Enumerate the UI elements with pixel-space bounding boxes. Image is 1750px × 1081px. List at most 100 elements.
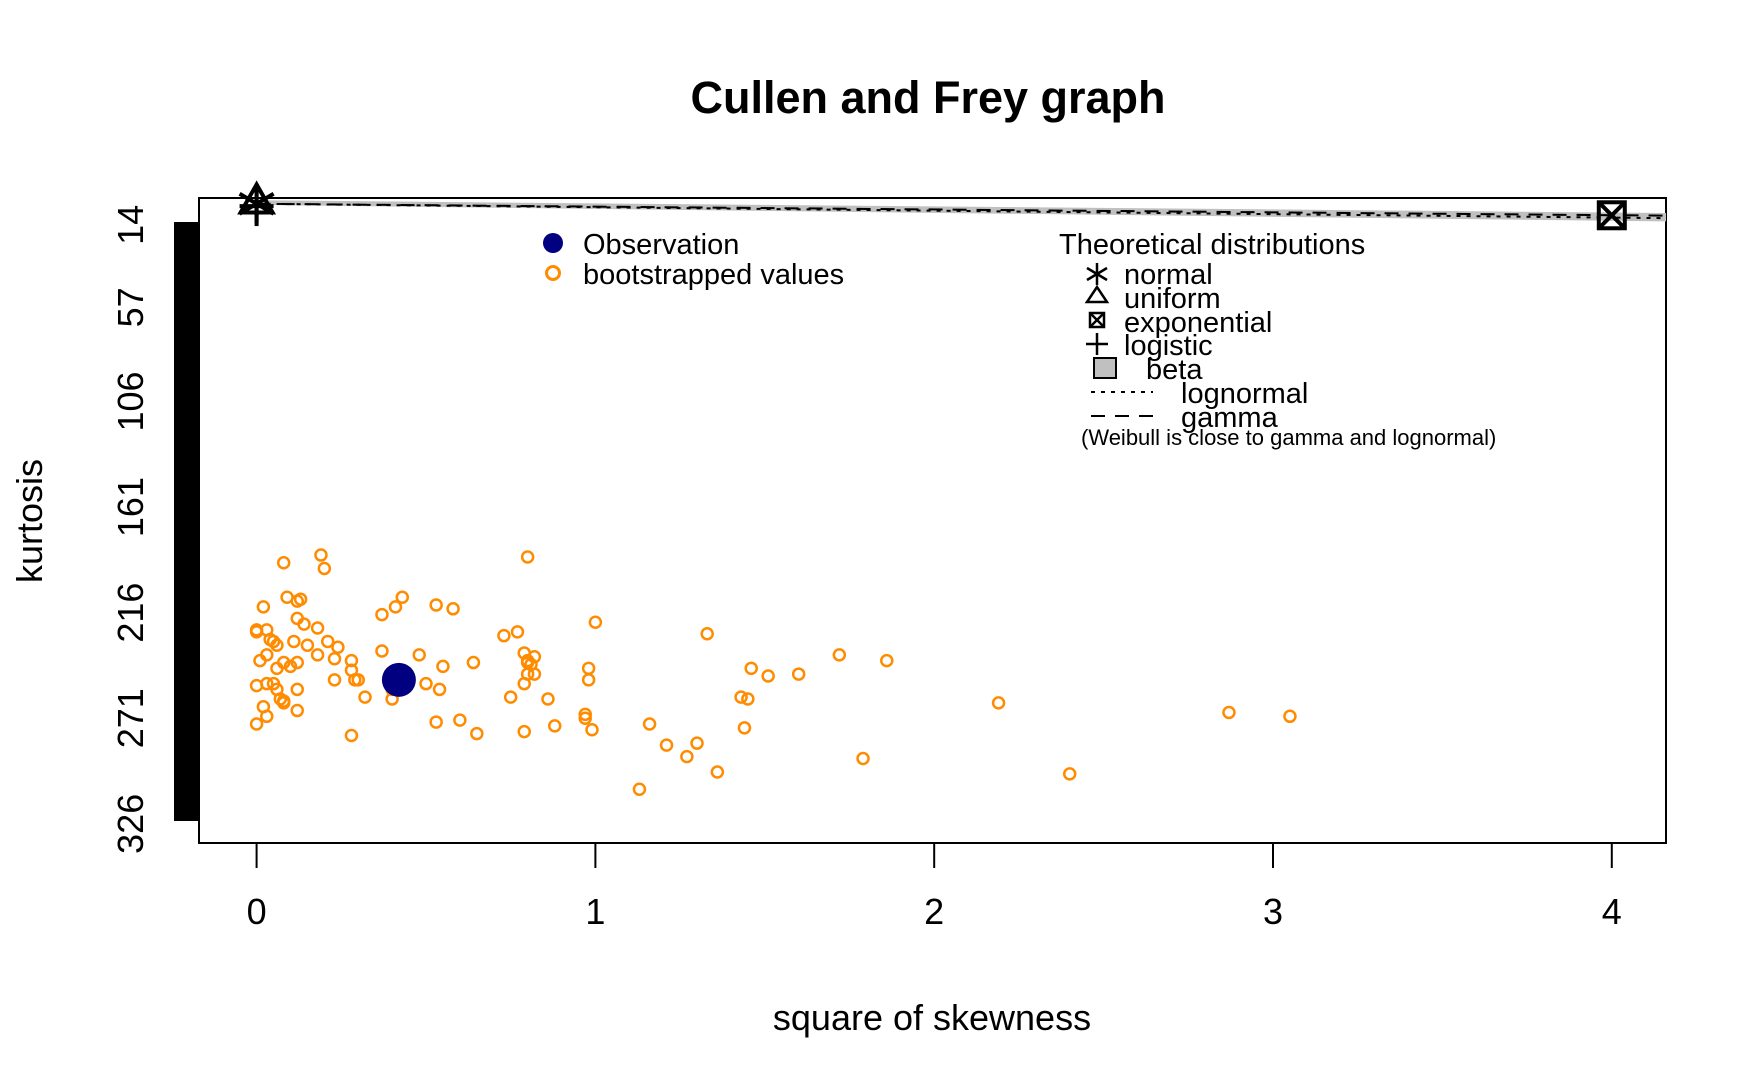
- bootstrap-point: [744, 661, 758, 676]
- y-tick-label: 161: [110, 477, 151, 537]
- bootstrap-point: [327, 673, 342, 687]
- y-tick-label: 14: [110, 205, 151, 245]
- bootstrap-point: [270, 638, 284, 653]
- bootstrap-point: [632, 782, 647, 796]
- legend-title: Theoretical distributions: [1059, 229, 1365, 261]
- bootstrap-point: [585, 722, 599, 737]
- bootstrap-point: [375, 644, 389, 658]
- bootstrap-point: [690, 736, 704, 750]
- bootstrap-point: [287, 634, 301, 649]
- bootstrap-point: [520, 550, 535, 564]
- bootstrap-point: [497, 628, 511, 643]
- bootstrap-point: [388, 600, 403, 614]
- y-tick-label: 326: [110, 794, 151, 854]
- bootstrap-point: [466, 655, 481, 670]
- bootstrap-point: [880, 653, 894, 668]
- bootstrap-point: [290, 682, 305, 697]
- bootstrap-point: [358, 690, 372, 704]
- bootstrap-point: [249, 625, 264, 639]
- bootstrap-point: [503, 690, 518, 704]
- bootstrap-point: [700, 627, 714, 641]
- bootstrap-point: [256, 600, 271, 614]
- bootstrap-point: [741, 692, 755, 706]
- bootstrap-point: [276, 555, 291, 570]
- y-tick-label: 57: [110, 287, 151, 327]
- bootstrap-point: [547, 719, 562, 733]
- y-axis-label: kurtosis: [9, 459, 50, 583]
- bootstrap-point: [791, 667, 806, 681]
- plot-frame: [198, 197, 1667, 844]
- bootstrap-point: [453, 713, 467, 727]
- bootstrap-point: [249, 717, 264, 731]
- bootstrap-point: [588, 615, 603, 629]
- legend-note: (Weibull is close to gamma and lognormal…: [1081, 425, 1496, 450]
- bootstrap-point: [446, 602, 460, 616]
- bootstrap-point: [578, 711, 592, 725]
- bootstrap-point: [297, 617, 311, 631]
- bootstrap-point: [581, 673, 596, 687]
- bootstrap-point: [253, 653, 267, 668]
- legend-label-uniform: uniform: [1124, 283, 1221, 315]
- bootstrap-point: [737, 721, 752, 735]
- x-tick-label: 1: [585, 891, 605, 932]
- triangle-icon: [1084, 284, 1110, 304]
- y-tick-label: 106: [110, 371, 151, 431]
- legend-label-beta: beta: [1146, 354, 1203, 386]
- chart-title: Cullen and Frey graph: [690, 72, 1165, 123]
- x-tick-label: 3: [1263, 891, 1283, 932]
- bootstrap-point: [293, 592, 308, 606]
- bootstrap-point: [314, 548, 328, 562]
- y-tick-label: 216: [110, 583, 151, 643]
- bootstrap-point: [710, 765, 725, 779]
- legend-label-lognormal: lognormal: [1181, 378, 1308, 410]
- exponential-marker-box: [1596, 200, 1627, 231]
- bootstrap-point: [331, 640, 345, 654]
- bootstrap-point: [317, 561, 332, 576]
- x-tick-label: 2: [924, 891, 944, 932]
- bootstrap-point: [256, 699, 271, 714]
- bootstrap-point: [761, 669, 775, 683]
- bootstrap-point: [290, 655, 305, 670]
- bootstrap-legend-marker: [545, 265, 561, 281]
- legend-label-observation: Observation: [583, 229, 739, 261]
- bootstrap-point: [429, 598, 443, 612]
- bootstrap-point: [470, 726, 484, 741]
- bootstrap-point: [320, 634, 335, 649]
- x-tick-label: 0: [247, 891, 267, 932]
- beta-region: [256, 200, 1667, 222]
- bootstrap-point: [659, 738, 674, 752]
- legend-label-logistic: logistic: [1124, 330, 1213, 362]
- bootstrap-point: [327, 651, 342, 666]
- bootstrap-point: [734, 690, 748, 704]
- bootstrap-point: [832, 648, 847, 662]
- boxed-x-icon: [1088, 311, 1106, 329]
- kurtosis-rug-bar: [174, 222, 200, 821]
- bootstrap-point: [1222, 705, 1236, 720]
- observation-legend-marker: [543, 233, 563, 253]
- legend-label-gamma: gamma: [1181, 402, 1279, 434]
- gamma-line: [256, 202, 1667, 217]
- legend-label-exponential: exponential: [1124, 307, 1272, 339]
- bootstrap-point: [856, 751, 870, 766]
- bootstrap-point: [527, 667, 542, 681]
- gray-square-icon: [1093, 357, 1117, 379]
- legend-label-normal: normal: [1124, 259, 1213, 291]
- bootstrap-point: [541, 692, 555, 706]
- bootstrap-point: [1062, 767, 1077, 781]
- bootstrap-point: [290, 703, 305, 718]
- logistic-marker: [239, 188, 274, 227]
- plus-icon: [1086, 333, 1108, 355]
- bootstrap-point: [375, 607, 389, 622]
- bootstrap-point: [517, 676, 531, 691]
- bootstrap-point: [510, 625, 525, 639]
- bootstrap-point: [270, 661, 284, 676]
- bootstrap-point: [419, 676, 433, 691]
- legend-label-bootstrapped: bootstrapped values: [583, 259, 844, 291]
- bootstrap-point: [412, 648, 426, 662]
- bootstrap-point: [351, 673, 365, 687]
- bootstrap-point: [260, 676, 274, 691]
- observation-point: [381, 662, 416, 697]
- bootstrap-point: [581, 661, 596, 676]
- bootstrap-point: [395, 590, 410, 605]
